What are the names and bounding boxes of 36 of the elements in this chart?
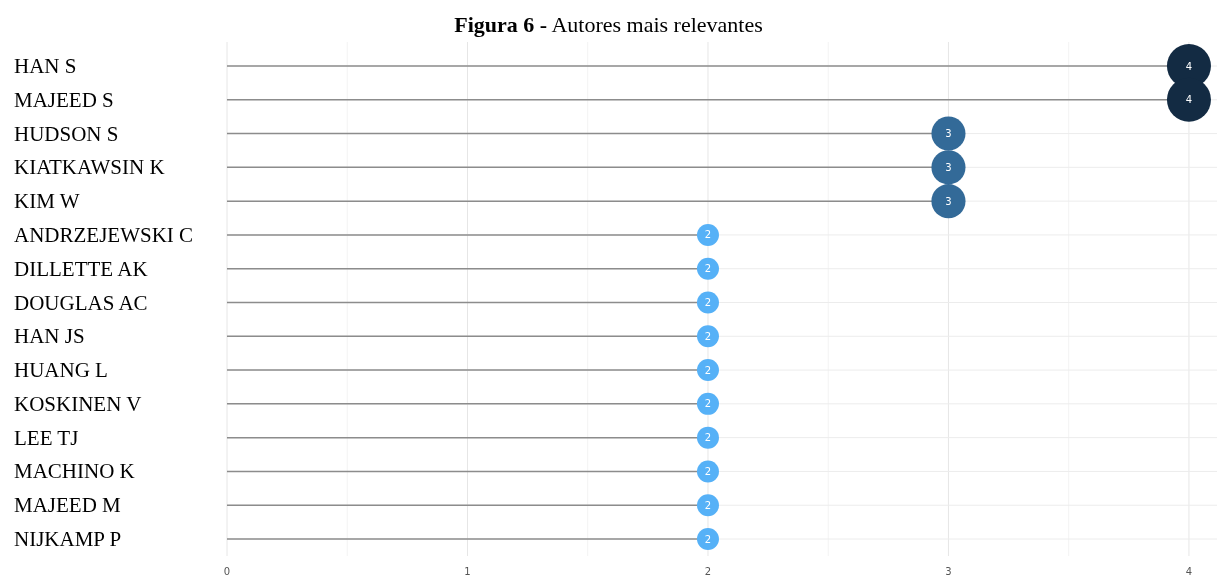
data-label: 2	[704, 499, 712, 511]
y-tick-label: HUDSON S	[14, 121, 119, 146]
data-label: 2	[704, 364, 712, 376]
y-tick-label: KOSKINEN V	[14, 391, 142, 416]
y-tick-label: LEE TJ	[14, 425, 79, 450]
data-label: 2	[704, 432, 712, 444]
data-label: 3	[945, 161, 952, 173]
data-label: 2	[704, 398, 712, 410]
data-label: 2	[704, 263, 712, 275]
data-label: 2	[704, 533, 712, 545]
x-tick-label: 2	[704, 566, 712, 577]
chart-title: Figura 6 - Autores mais relevantes	[454, 12, 763, 37]
y-tick-label: MAJEED S	[14, 87, 114, 112]
y-tick-label: NIJKAMP P	[14, 527, 122, 551]
data-label: 4	[1185, 94, 1193, 106]
y-tick-label: KIATKAWSIN K	[14, 155, 165, 180]
y-tick-label: MAJEED M	[14, 493, 122, 518]
y-tick-label: HUANG L	[14, 358, 108, 383]
data-label: 2	[704, 229, 712, 241]
x-tick-label: 4	[1185, 566, 1193, 577]
data-label: 2	[704, 465, 712, 477]
data-label: 2	[704, 330, 712, 342]
data-label: 4	[1185, 60, 1193, 72]
y-tick-label: DILLETTE AK	[14, 256, 148, 281]
y-tick-label: KIM W	[14, 189, 80, 214]
data-label: 3	[945, 195, 952, 207]
y-tick-label: HAN JS	[14, 324, 85, 349]
data-label: 2	[704, 297, 712, 308]
x-tick-label: 3	[945, 566, 952, 577]
y-tick-label: HAN S	[14, 54, 77, 78]
x-tick-label: 0	[223, 566, 231, 577]
y-tick-label: ANDRZEJEWSKI C	[14, 222, 194, 247]
data-label: 3	[945, 128, 952, 140]
y-tick-label: DOUGLAS AC	[14, 290, 148, 315]
x-tick-label: 1	[464, 566, 471, 577]
y-tick-label: MACHINO K	[14, 459, 135, 484]
